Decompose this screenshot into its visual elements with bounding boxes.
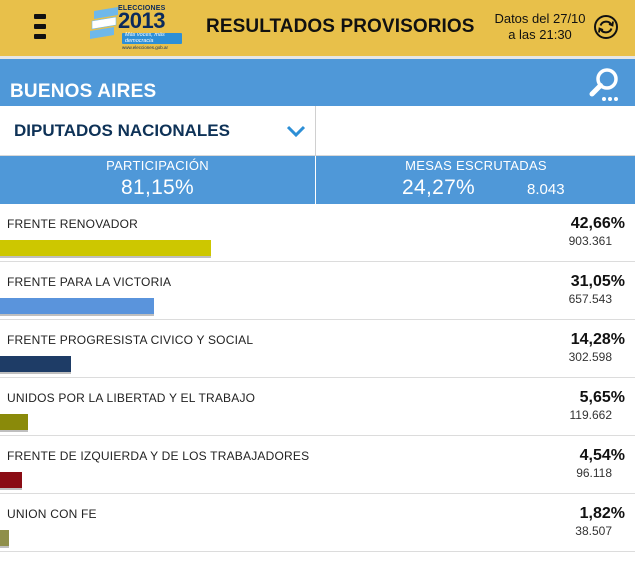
result-bar-shadow xyxy=(0,372,71,374)
result-bar xyxy=(0,530,9,548)
tables-label: MESAS ESCRUTADAS xyxy=(405,158,547,173)
result-percent: 4,54% xyxy=(579,447,625,464)
result-row[interactable]: UNION CON FE 1,82% 38.507 xyxy=(0,494,635,552)
result-bar xyxy=(0,472,22,490)
result-bar xyxy=(0,298,154,316)
tables-count: 8.043 xyxy=(527,181,565,198)
result-percent: 14,28% xyxy=(570,331,625,348)
search-icon[interactable] xyxy=(588,67,622,103)
result-votes: 38.507 xyxy=(575,524,612,538)
chevron-down-icon xyxy=(286,125,306,138)
tables-stat: MESAS ESCRUTADAS 24,27% 8.043 xyxy=(317,156,635,204)
result-percent: 5,65% xyxy=(579,389,625,406)
data-timestamp: Datos del 27/10 a las 21:30 xyxy=(492,11,588,43)
result-bar xyxy=(0,414,28,432)
result-votes: 657.543 xyxy=(568,292,612,306)
party-name: UNIDOS POR LA LIBERTAD Y EL TRABAJO xyxy=(7,391,256,405)
category-dropdown[interactable]: DIPUTADOS NACIONALES xyxy=(0,106,316,156)
elecciones-logo: ELECCIONES 2013 Más voces, más democraci… xyxy=(88,3,190,51)
result-bar-shadow xyxy=(0,488,22,490)
result-bar-shadow xyxy=(0,256,211,258)
refresh-icon[interactable] xyxy=(593,14,619,40)
result-bar xyxy=(0,356,71,374)
party-name: FRENTE PROGRESISTA CIVICO Y SOCIAL xyxy=(7,333,254,347)
category-dropdown-label: DIPUTADOS NACIONALES xyxy=(14,121,230,140)
participation-stat: PARTICIPACIÓN 81,15% xyxy=(0,156,316,204)
result-votes: 903.361 xyxy=(568,234,612,248)
region-bar: BUENOS AIRES xyxy=(0,56,635,106)
result-row[interactable]: FRENTE PROGRESISTA CIVICO Y SOCIAL 14,28%… xyxy=(0,320,635,378)
result-votes: 96.118 xyxy=(576,466,612,480)
result-percent: 31,05% xyxy=(570,273,625,290)
logo-small-text: ELECCIONES xyxy=(118,5,166,12)
result-row[interactable]: FRENTE DE IZQUIERDA Y DE LOS TRABAJADORE… xyxy=(0,436,635,494)
result-bar-shadow xyxy=(0,430,28,432)
result-votes: 302.598 xyxy=(568,350,612,364)
page-title: RESULTADOS PROVISORIOS xyxy=(206,16,475,37)
logo-url: www.elecciones.gob.ar xyxy=(122,45,169,50)
hamburger-menu-icon[interactable] xyxy=(30,14,52,40)
date-line-2: a las 21:30 xyxy=(508,27,572,42)
result-percent: 1,82% xyxy=(579,505,625,522)
result-row[interactable]: FRENTE PARA LA VICTORIA 31,05% 657.543 xyxy=(0,262,635,320)
tables-value: 24,27% xyxy=(402,176,476,199)
flag-icon xyxy=(90,7,118,39)
logo-tagline: Más voces, más democracia xyxy=(122,32,182,44)
result-votes: 119.662 xyxy=(569,408,613,422)
party-name: UNION CON FE xyxy=(7,507,97,521)
participation-value: 81,15% xyxy=(120,176,195,199)
region-name: BUENOS AIRES xyxy=(10,81,157,102)
date-line-1: Datos del 27/10 xyxy=(494,11,586,26)
logo-year: 2013 xyxy=(118,8,165,33)
top-bar: ELECCIONES 2013 Más voces, más democraci… xyxy=(0,0,635,56)
party-name: FRENTE DE IZQUIERDA Y DE LOS TRABAJADORE… xyxy=(7,449,310,463)
participation-label: PARTICIPACIÓN xyxy=(106,158,209,173)
party-name: FRENTE RENOVADOR xyxy=(7,217,138,231)
stats-panel: PARTICIPACIÓN 81,15% MESAS ESCRUTADAS 24… xyxy=(0,156,635,204)
result-bar-shadow xyxy=(0,546,9,548)
result-bar xyxy=(0,240,211,258)
category-selector: DIPUTADOS NACIONALES xyxy=(0,106,635,156)
result-row[interactable]: UNIDOS POR LA LIBERTAD Y EL TRABAJO 5,65%… xyxy=(0,378,635,436)
result-row[interactable]: FRENTE RENOVADOR 42,66% 903.361 xyxy=(0,204,635,262)
party-name: FRENTE PARA LA VICTORIA xyxy=(7,275,172,289)
results-list: FRENTE RENOVADOR 42,66% 903.361 FRENTE PARA… xyxy=(0,204,635,552)
result-bar-shadow xyxy=(0,314,154,316)
result-percent: 42,66% xyxy=(570,215,625,232)
